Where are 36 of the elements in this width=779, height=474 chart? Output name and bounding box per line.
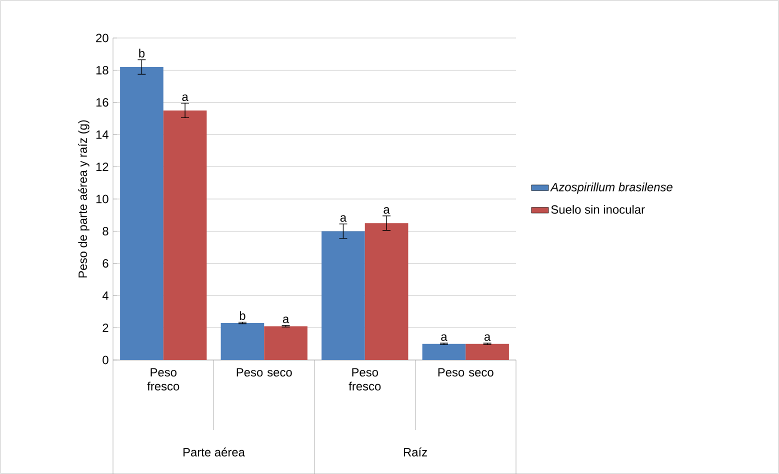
x-tick-label: Peso seco [236, 368, 292, 377]
text: Raíz [404, 448, 427, 456]
legend-label: Azospirillum brasilense [550, 182, 672, 194]
y-tick-label: 14 [96, 130, 108, 139]
y-tick-label: 0 [102, 356, 108, 364]
x-tick-label: Peso fresco [348, 368, 381, 390]
y-tick-label: 12 [96, 162, 108, 171]
y-axis-title: Peso de parte aérea y raíz (g) [78, 120, 90, 278]
bar [466, 344, 509, 360]
text: Parte aérea [184, 448, 245, 456]
y-tick-label: 20 [96, 34, 108, 42]
x-tick-label: Peso seco [438, 368, 494, 377]
data-label: a [384, 207, 390, 214]
bar [163, 110, 207, 360]
x-tick-label: Peso fresco [147, 368, 180, 390]
bar [220, 322, 264, 360]
y-tick-label: 10 [96, 194, 108, 204]
bar [322, 231, 365, 360]
data-label: a [282, 316, 290, 324]
bar [264, 326, 308, 360]
data-label: a [182, 94, 188, 101]
data-label: b [139, 48, 145, 58]
y-tick-label: 4 [102, 291, 108, 300]
data-label: a [441, 334, 448, 341]
bar [364, 223, 408, 360]
y-tick-label: 8 [102, 226, 108, 236]
data-label: a [340, 215, 347, 222]
y-tick-label: 16 [96, 98, 108, 107]
data-label: b [240, 311, 246, 320]
bar [120, 66, 164, 360]
y-tick-label: 6 [102, 259, 108, 268]
data-label: a [484, 334, 491, 341]
y-tick-label: 18 [96, 66, 108, 74]
bar [422, 344, 466, 360]
legend-label: Suelo sin inocular [551, 205, 645, 214]
y-tick-label: 2 [102, 324, 108, 332]
